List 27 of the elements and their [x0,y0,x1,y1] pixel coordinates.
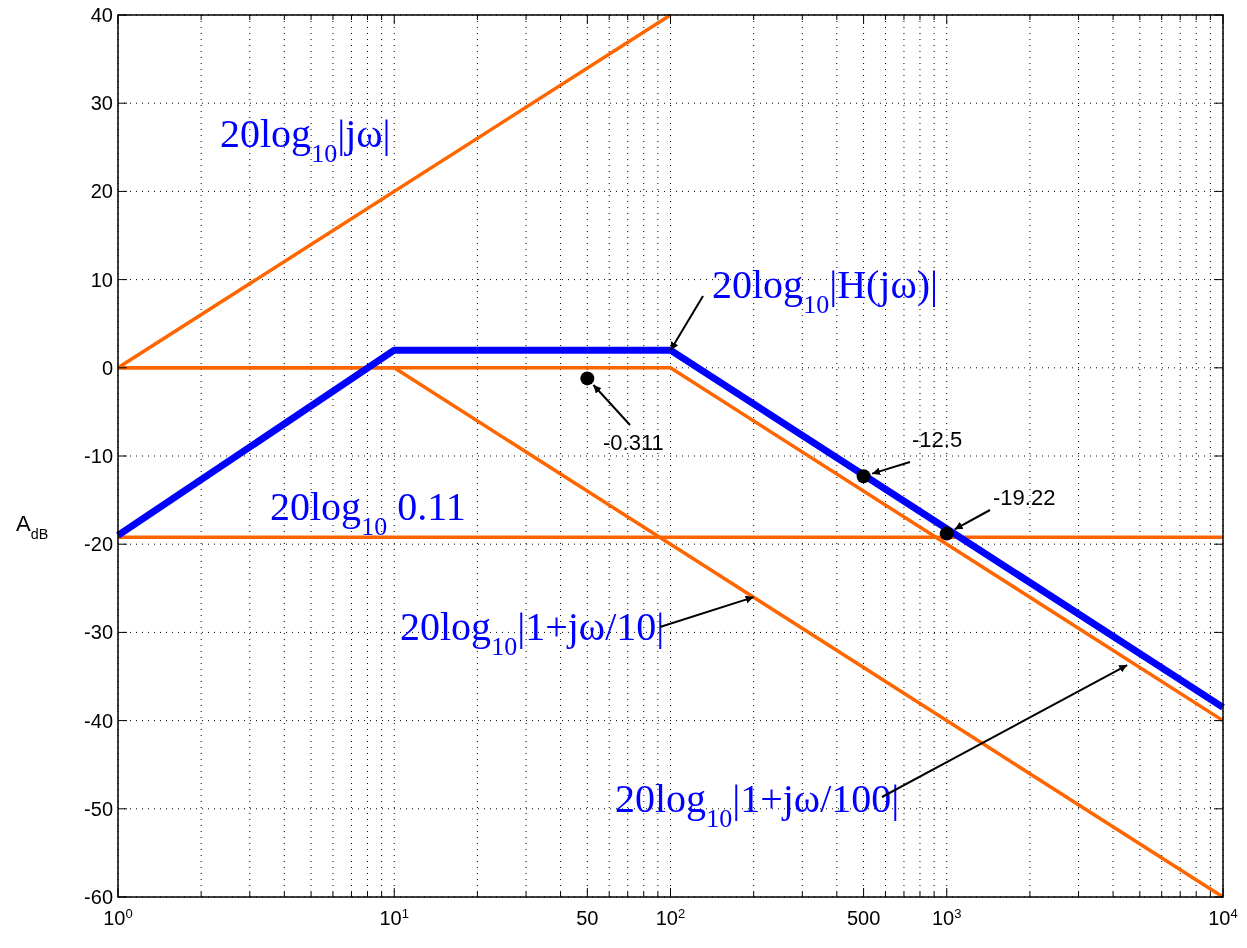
y-tick-label: -10 [84,445,113,467]
x-tick-label: 500 [846,907,881,929]
y-tick-label: 30 [90,92,113,115]
x-tick-label: 10$^{3}$ [932,905,962,929]
annotation: 20log$_{10}$|H(jω)| [712,262,939,319]
x-tick-label: 50 [576,907,599,929]
annotation: 20log$_{10}$|jω| [220,111,391,168]
y-tick-label: -50 [84,797,113,820]
y-tick-label: 20 [90,180,113,203]
x-tick-label: 10$^{1}$ [379,905,409,929]
annotation: -19.22 [993,485,1056,510]
annotation: 20log$_{10}$|1+jω/100| [615,776,900,833]
x-tick-label: 10$^{2}$ [655,905,686,929]
y-tick-label: 0 [101,356,113,379]
y-tick-label: -30 [84,621,113,644]
y-tick-label: -40 [84,709,113,732]
y-tick-label: -60 [84,886,113,908]
y-axis-title: A$_{dB}$ [16,511,49,542]
annotation: 20log$_{10}$|1+jω/10| [400,604,665,661]
y-tick-label: -20 [84,533,113,556]
annotation: -12.5 [912,427,963,452]
x-tick-label: 10$^{0}$ [103,905,133,929]
y-tick-label: 40 [90,4,113,26]
annotation: -0.311 [603,430,664,455]
annotation: 20log$_{10}$ 0.11 [270,484,466,541]
x-tick-label: 10$^{4}$ [1208,905,1238,929]
y-tick-label: 10 [90,268,113,291]
